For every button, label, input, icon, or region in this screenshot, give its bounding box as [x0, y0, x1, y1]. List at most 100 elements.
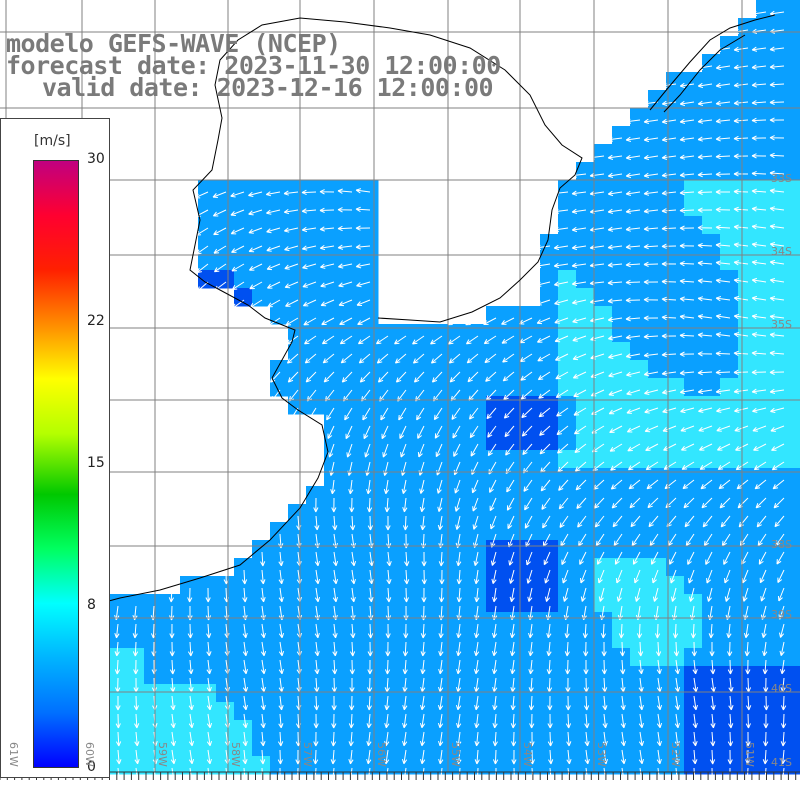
wind-arrow — [727, 731, 734, 747]
longitude-label: 60W — [83, 742, 96, 767]
wind-arrow — [595, 533, 605, 547]
wind-arrow — [483, 317, 497, 325]
ocean-cell — [414, 396, 433, 415]
ocean-cell — [720, 234, 739, 253]
ocean-cell — [792, 684, 800, 703]
ocean-cell — [504, 720, 523, 739]
ocean-cell — [216, 738, 235, 757]
ocean-cell — [216, 612, 235, 631]
ocean-cell — [738, 522, 757, 541]
ocean-cell — [198, 252, 217, 271]
ocean-cell — [738, 36, 757, 55]
ocean-cell — [702, 252, 721, 271]
wind-arrow — [553, 281, 569, 287]
wind-arrow — [301, 208, 317, 214]
wind-arrow — [745, 695, 752, 711]
wind-arrow — [664, 479, 677, 490]
wind-arrow — [194, 191, 209, 199]
wind-arrow — [404, 551, 410, 567]
ocean-cell — [486, 558, 505, 577]
wind-arrow — [769, 350, 785, 356]
ocean-cell — [522, 738, 541, 757]
ocean-cell — [252, 684, 271, 703]
ocean-cell — [468, 666, 487, 685]
wind-arrow — [583, 660, 589, 675]
wind-arrow — [314, 641, 320, 657]
ocean-cell — [360, 324, 379, 343]
ocean-cell — [648, 666, 667, 685]
ocean-cell — [684, 288, 703, 307]
ocean-cell — [702, 648, 721, 667]
wind-arrow — [366, 695, 372, 711]
ocean-cell — [414, 360, 433, 379]
wind-arrow — [206, 623, 212, 639]
ocean-cell — [702, 126, 721, 145]
wind-arrow — [402, 731, 408, 747]
wind-arrow — [566, 749, 572, 765]
ocean-cell — [558, 702, 577, 721]
ocean-cell — [450, 576, 469, 595]
wind-arrow — [455, 677, 462, 693]
wind-arrow — [386, 569, 392, 585]
ocean-cell — [666, 288, 685, 307]
ocean-cell — [756, 126, 775, 145]
ocean-cell — [720, 162, 739, 181]
ocean-cell — [504, 738, 523, 757]
wind-arrow — [582, 623, 588, 639]
wind-arrow — [230, 191, 245, 198]
wind-arrow — [680, 407, 695, 414]
wind-arrow — [554, 299, 569, 306]
ocean-cell — [648, 630, 667, 649]
ocean-cell — [126, 756, 145, 775]
ocean-cell — [342, 234, 361, 253]
ocean-cell — [540, 630, 559, 649]
ocean-cell — [648, 702, 667, 721]
ocean-cell — [756, 522, 775, 541]
ocean-cell — [468, 450, 487, 469]
ocean-cell — [792, 234, 800, 253]
ocean-cell — [522, 378, 541, 397]
wind-arrow — [487, 425, 497, 438]
ocean-cell — [702, 162, 721, 181]
wind-arrow — [572, 353, 587, 361]
wind-arrow — [565, 659, 571, 675]
wind-arrow — [267, 281, 281, 289]
longitude-label: 56W — [375, 742, 388, 767]
wind-arrow — [278, 641, 285, 657]
wind-arrow — [421, 587, 427, 603]
wind-arrow — [697, 136, 713, 142]
wind-arrow — [523, 479, 533, 492]
ocean-cell — [396, 486, 415, 505]
wind-arrow — [607, 154, 623, 160]
wind-arrow — [733, 295, 749, 302]
ocean-cell — [306, 198, 325, 217]
wind-arrow — [661, 208, 677, 214]
wind-arrow — [277, 749, 283, 765]
ocean-cell — [684, 324, 703, 343]
ocean-cell — [612, 432, 631, 451]
wind-arrow — [419, 731, 426, 747]
wind-arrow — [314, 515, 320, 531]
ocean-cell — [594, 468, 613, 487]
ocean-cell — [342, 468, 361, 487]
wind-arrow — [692, 731, 698, 747]
colorbar-tick-label: 22 — [87, 313, 105, 330]
ocean-cell — [576, 648, 595, 667]
wind-arrow — [751, 369, 767, 375]
ocean-cell — [612, 702, 631, 721]
wind-arrow — [602, 731, 608, 747]
wind-arrow — [132, 623, 138, 639]
wind-arrow — [715, 260, 731, 266]
wind-arrow — [733, 135, 749, 142]
ocean-cell — [324, 180, 343, 199]
ocean-cell — [468, 756, 487, 775]
wind-arrow — [554, 317, 569, 324]
ocean-cell — [720, 36, 739, 55]
ocean-cell — [792, 504, 800, 523]
ocean-cell — [306, 180, 325, 199]
wind-arrow — [625, 262, 641, 268]
wind-arrow — [321, 317, 335, 326]
wind-arrow — [671, 587, 677, 602]
ocean-cell — [288, 756, 307, 775]
ocean-cell — [270, 558, 289, 577]
